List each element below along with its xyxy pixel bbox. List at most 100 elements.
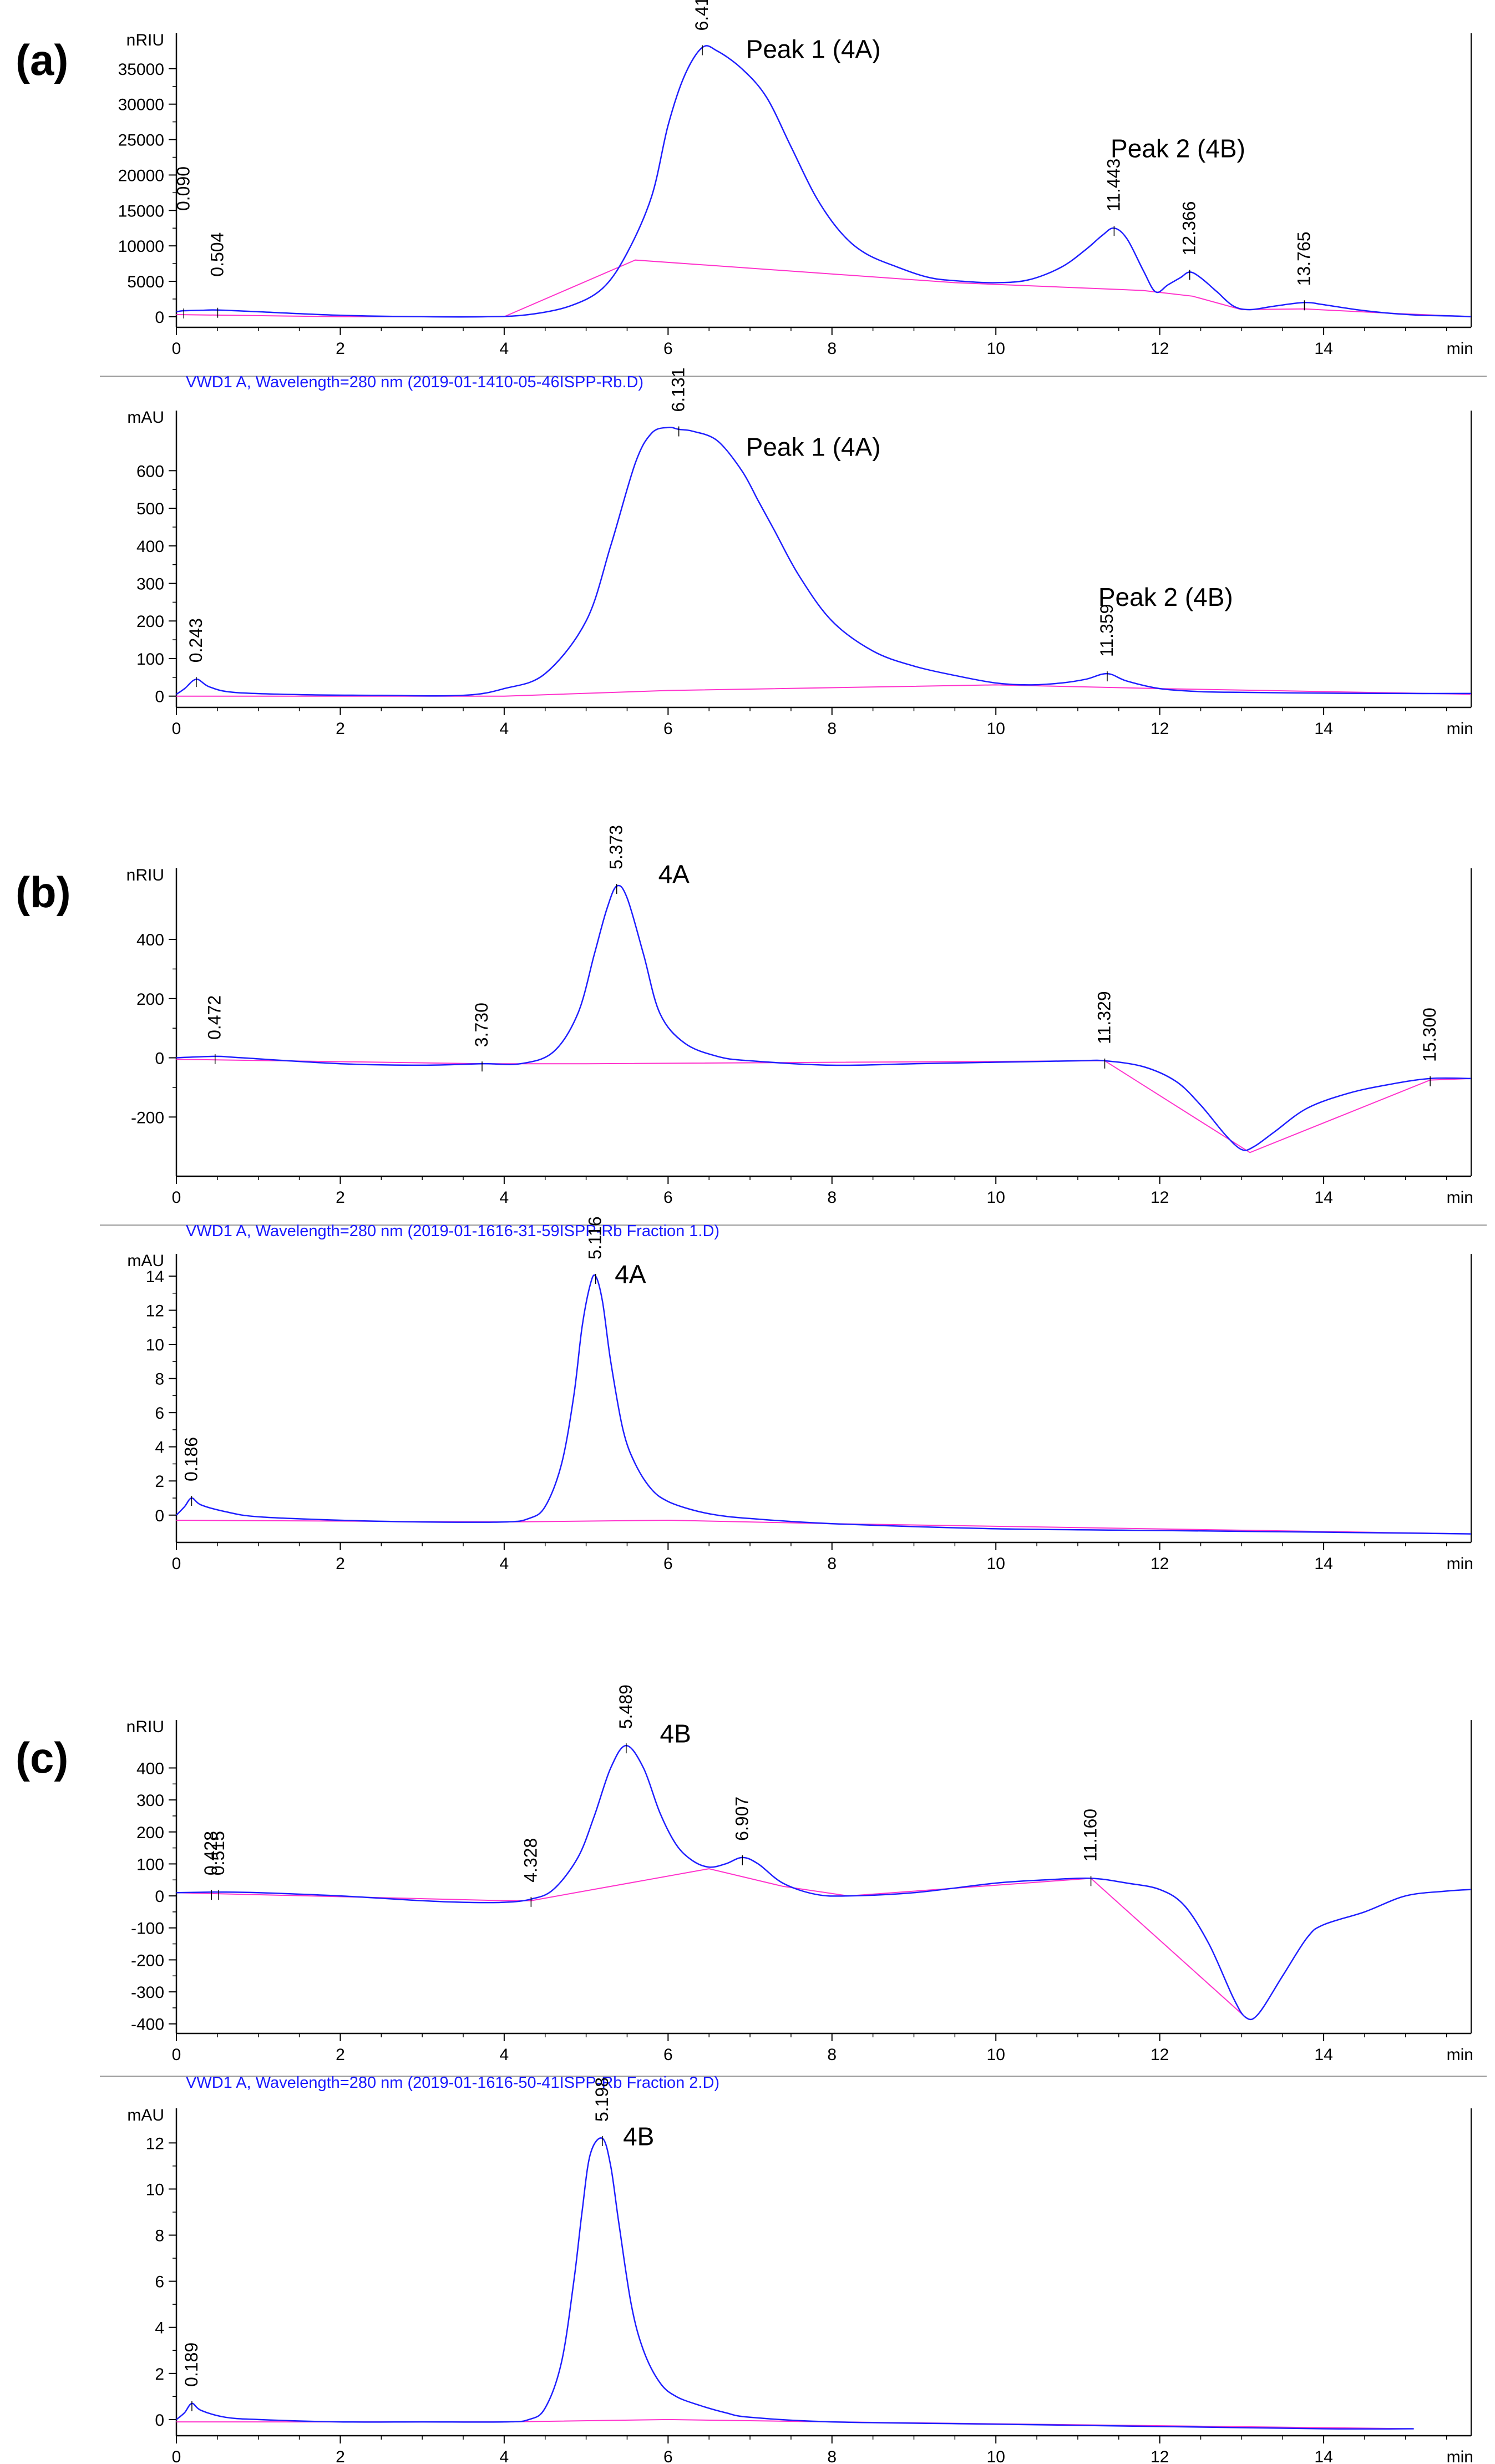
x-tick-label: 2 — [336, 340, 345, 358]
y-tick-label: -300 — [131, 1984, 164, 2002]
peak-rt-label: 0.504 — [207, 232, 227, 277]
chromatogram-6: VWD1 A, Wavelength=280 nm (2019-01-1616-… — [127, 2074, 1473, 2464]
y-tick-label: 8 — [155, 1370, 164, 1389]
y-tick-label: 400 — [136, 1759, 164, 1778]
y-tick-label: 500 — [136, 500, 164, 518]
y-tick-label: 35000 — [118, 60, 164, 79]
y-tick-label: 200 — [136, 613, 164, 631]
peak-rt-label: 3.730 — [472, 1003, 491, 1047]
x-tick-label: 2 — [336, 2046, 345, 2064]
peak-rt-label: 12.366 — [1179, 201, 1199, 256]
peak-rt-label: 5.198 — [592, 2077, 612, 2122]
x-tick-label: 12 — [1151, 340, 1169, 358]
chromatogram-3: (b) -200 0 200 400 nRIU 0 2 4 6 8 10 12 14 min 0.472 3.7… — [16, 825, 1487, 1226]
peak-rt-label: 0.186 — [181, 1437, 201, 1481]
chromatogram-5: (c) -400 -300 -200 -100 0 100 200 300 400 nRIU 0 2 4 6… — [16, 1684, 1487, 2077]
detector-header: VWD1 A, Wavelength=280 nm (2019-01-1410-… — [186, 373, 643, 391]
x-tick-label: 12 — [1151, 2046, 1169, 2064]
panel-label: (a) — [16, 36, 68, 84]
x-tick-label: 10 — [987, 720, 1005, 738]
x-tick-label: 0 — [172, 2448, 181, 2464]
peak-annotation: Peak 2 (4B) — [1098, 583, 1233, 611]
y-tick-label: 25000 — [118, 131, 164, 150]
peak-rt-label: 0.472 — [205, 995, 225, 1040]
y-tick-label: 300 — [136, 1792, 164, 1810]
integration-baseline — [176, 1059, 1472, 1153]
integration-baseline — [176, 684, 1472, 697]
peak-rt-label: 0.515 — [208, 1831, 228, 1875]
x-tick-label: 2 — [336, 720, 345, 738]
x-tick-label: 10 — [987, 340, 1005, 358]
x-tick-label: 4 — [500, 2448, 509, 2464]
y-unit-label: nRIU — [126, 31, 164, 49]
x-tick-label: 0 — [172, 720, 181, 738]
x-tick-label: 10 — [987, 2448, 1005, 2464]
y-tick-label: 0 — [155, 1507, 164, 1525]
peak-rt-label: 0.428 — [201, 1831, 221, 1875]
y-tick-label: 10000 — [118, 237, 164, 256]
y-tick-label: 0 — [155, 1050, 164, 1068]
peak-rt-label: 0.189 — [181, 2342, 201, 2387]
x-unit-label: min — [1447, 1555, 1473, 1573]
y-tick-label: 4 — [155, 1439, 164, 1457]
peak-rt-label: 11.443 — [1103, 159, 1123, 212]
x-tick-label: 10 — [987, 1555, 1005, 1573]
x-tick-label: 12 — [1151, 1555, 1169, 1573]
x-unit-label: min — [1447, 2046, 1473, 2064]
peak-annotation: Peak 1 (4A) — [746, 35, 881, 64]
x-tick-label: 2 — [336, 1555, 345, 1573]
x-tick-label: 0 — [172, 1555, 181, 1573]
y-tick-label: 400 — [136, 931, 164, 949]
x-tick-label: 2 — [336, 2448, 345, 2464]
y-tick-label: 12 — [146, 1302, 164, 1320]
y-tick-label: 300 — [136, 575, 164, 594]
integration-baseline — [176, 1868, 1246, 2018]
integration-baseline — [176, 259, 1472, 317]
signal-trace — [176, 2137, 1414, 2430]
y-tick-label: 30000 — [118, 96, 164, 114]
x-tick-label: 6 — [663, 340, 673, 358]
x-tick-label: 8 — [827, 1188, 837, 1207]
peak-rt-label: 5.116 — [585, 1216, 605, 1259]
peak-annotation: Peak 1 (4A) — [746, 432, 881, 461]
chromatogram-1: (a) 0 5000 10000 15000 20000 25000 30000 35000 nR… — [16, 0, 1487, 377]
x-tick-label: 6 — [663, 1188, 673, 1207]
detector-header: VWD1 A, Wavelength=280 nm (2019-01-1616-… — [186, 1222, 719, 1240]
peak-annotation: 4A — [615, 1259, 646, 1288]
peak-annotation: 4A — [658, 860, 690, 889]
x-tick-label: 14 — [1314, 1555, 1332, 1573]
y-tick-label: 2 — [155, 2365, 164, 2384]
y-tick-label: 5000 — [127, 273, 164, 291]
x-tick-label: 0 — [172, 2046, 181, 2064]
peak-annotation: 4B — [660, 1719, 691, 1748]
peak-rt-label: 5.373 — [606, 825, 626, 869]
y-tick-label: 0 — [155, 1888, 164, 1906]
y-tick-label: 6 — [155, 1404, 164, 1423]
y-tick-label: 10 — [146, 2180, 164, 2199]
x-tick-label: 14 — [1314, 2448, 1332, 2464]
signal-trace — [176, 427, 1472, 697]
x-tick-label: 0 — [172, 1188, 181, 1207]
y-unit-label: nRIU — [126, 866, 164, 884]
y-unit-label: mAU — [127, 1252, 164, 1270]
y-unit-label: mAU — [127, 408, 164, 427]
y-tick-label: 0 — [155, 308, 164, 327]
y-tick-label: 2 — [155, 1473, 164, 1491]
y-tick-label: 0 — [155, 688, 164, 706]
x-unit-label: min — [1447, 340, 1473, 358]
signal-trace — [176, 45, 1472, 318]
x-tick-label: 6 — [663, 2448, 673, 2464]
x-tick-label: 4 — [500, 720, 509, 738]
y-tick-label: -200 — [131, 1951, 164, 1970]
x-tick-label: 14 — [1314, 1188, 1332, 1207]
y-tick-label: 10 — [146, 1336, 164, 1354]
y-tick-label: 14 — [146, 1268, 164, 1286]
y-tick-label: 600 — [136, 462, 164, 480]
peak-rt-label: 11.329 — [1094, 991, 1114, 1044]
peak-rt-label: 6.418 — [692, 0, 712, 31]
peak-rt-label: 15.300 — [1420, 1008, 1440, 1062]
x-tick-label: 14 — [1314, 340, 1332, 358]
peak-rt-label: 5.489 — [616, 1684, 636, 1729]
x-tick-label: 14 — [1314, 720, 1332, 738]
